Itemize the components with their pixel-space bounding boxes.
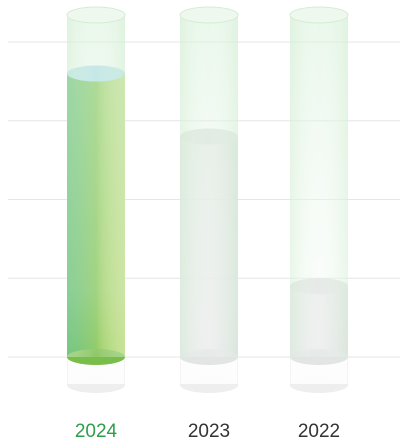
x-tick-label: 2023 (188, 421, 230, 442)
tube-side (67, 15, 125, 357)
tube-side (180, 15, 238, 357)
tube-top (66, 6, 126, 24)
tube-top (289, 6, 349, 24)
tube-top (179, 6, 239, 24)
tube-side (290, 15, 348, 357)
x-tick-label: 2022 (298, 421, 340, 442)
x-tick-label: 2024 (75, 421, 118, 442)
